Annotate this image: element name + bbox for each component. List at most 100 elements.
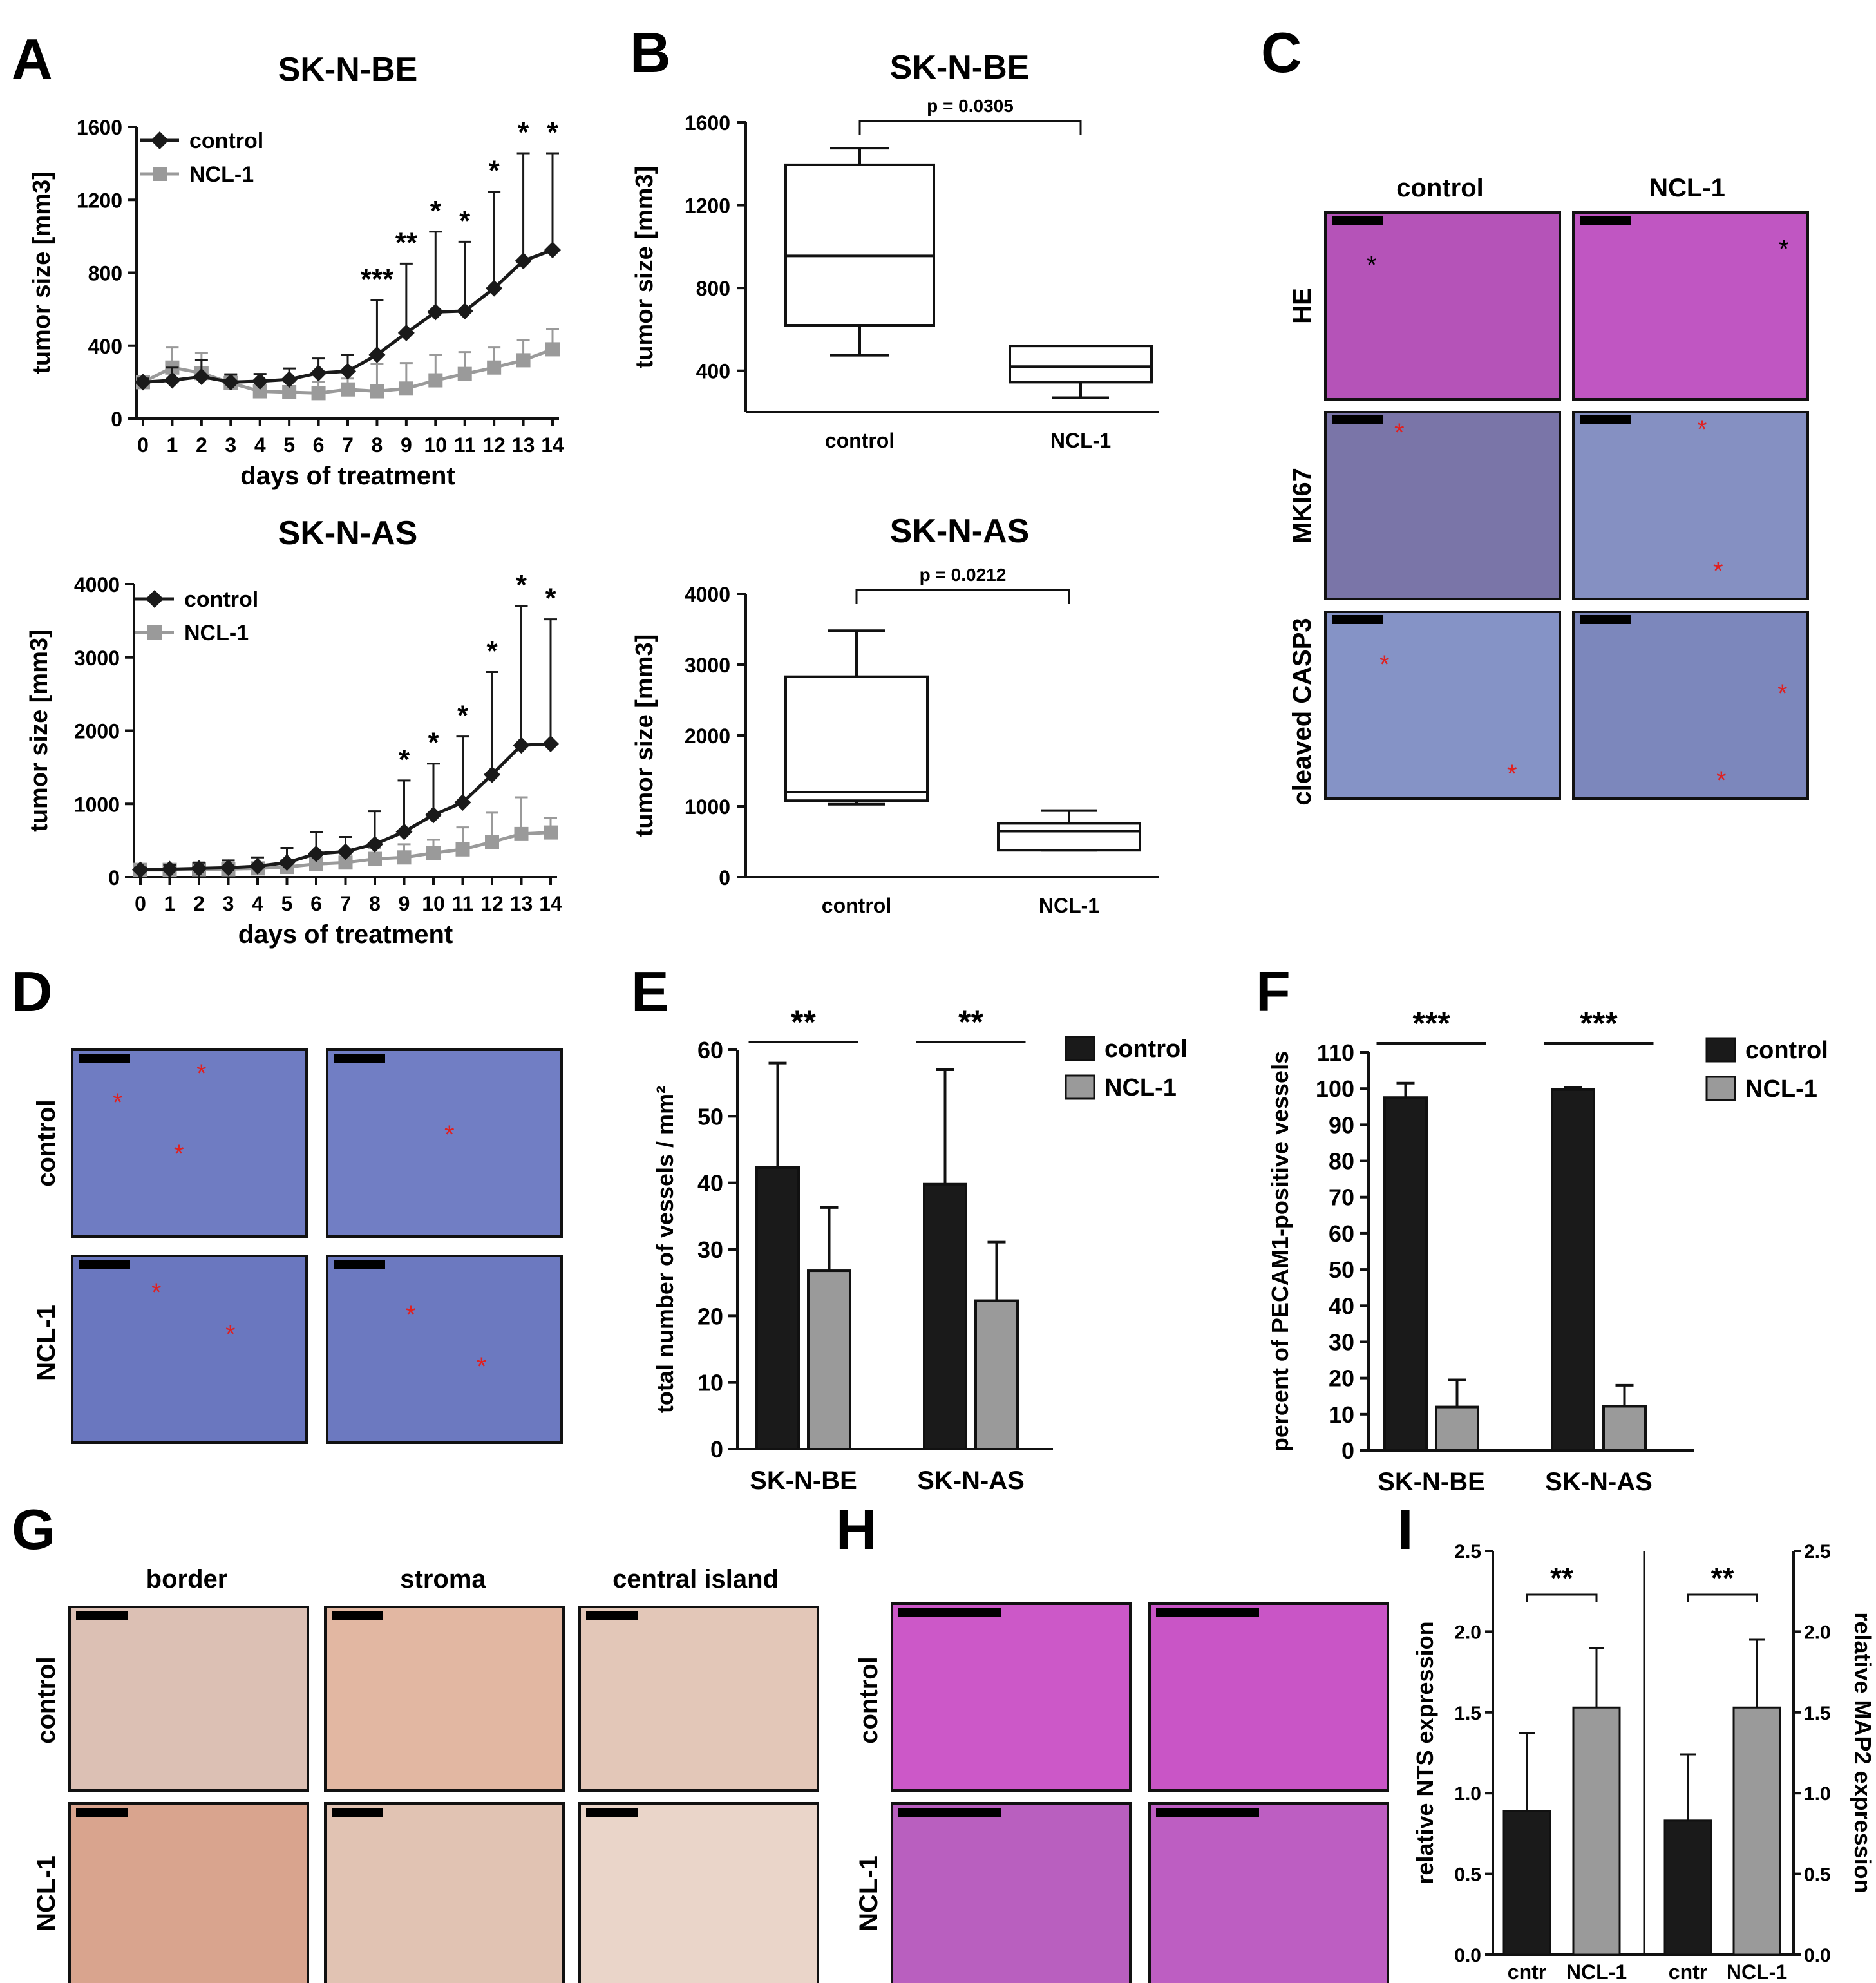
scale-bar xyxy=(332,1808,383,1817)
micrograph-casp3-ncl1 xyxy=(1572,611,1809,800)
row-label-mki67: MKI67 xyxy=(1288,468,1316,544)
legend-swatch-ncl1 xyxy=(1705,1076,1736,1101)
data-point-control xyxy=(161,860,178,878)
data-point-control xyxy=(249,857,266,875)
box-ncl1 xyxy=(997,822,1141,852)
panel-c-micrographs: control NCL-1 HE MKI67 cleaved CASP3 * *… xyxy=(1288,174,1809,806)
panel-letter-A: A xyxy=(12,27,53,91)
asterisk-marker: * xyxy=(113,1088,123,1117)
data-point-ncl1 xyxy=(282,384,297,399)
x-tick-label: SK-N-AS xyxy=(1545,1468,1653,1496)
y-tick-label: 20 xyxy=(1329,1365,1354,1392)
data-point-ncl1 xyxy=(397,850,412,865)
y-axis-label: tumor size [mm3] xyxy=(28,171,55,374)
x-tick-label: 4 xyxy=(252,892,263,915)
asterisk-marker: * xyxy=(225,1320,236,1349)
x-tick-label: 2 xyxy=(193,892,205,915)
col-label-central-island: central island xyxy=(612,1565,779,1593)
asterisk-marker: * xyxy=(1394,419,1405,447)
micrograph-mki67-ncl1 xyxy=(1572,411,1809,600)
significance-bracket xyxy=(1687,1593,1758,1602)
legend-label-ncl1: NCL-1 xyxy=(1104,1074,1177,1101)
x-tick-label: NCL-1 xyxy=(1050,429,1111,452)
y-tick-label-left: 0.5 xyxy=(1454,1864,1481,1886)
data-point-control xyxy=(339,363,356,380)
y-tick-label: 100 xyxy=(1316,1076,1354,1102)
chart-sk-n-be-boxplot: SK-N-BE 400 800 1200 1600 tumor size [mm3] con… xyxy=(631,49,1159,452)
legend-swatch-control xyxy=(1065,1036,1095,1061)
scale-bar xyxy=(1580,415,1631,424)
legend-label-ncl1: NCL-1 xyxy=(189,162,254,187)
y-tick-label-left: 1.5 xyxy=(1454,1703,1481,1724)
x-tick-label: cntr xyxy=(1669,1960,1707,1983)
y-tick-label-right: 1.0 xyxy=(1804,1783,1831,1805)
scale-bar xyxy=(79,1054,130,1063)
micrograph-g-stroma-control xyxy=(324,1606,565,1792)
data-point-control xyxy=(193,368,210,385)
y-tick-label: 0 xyxy=(111,408,122,431)
x-tick-label: 8 xyxy=(372,433,383,457)
data-point-ncl1 xyxy=(545,342,560,357)
micrograph-d-ncl1-2 xyxy=(326,1255,563,1444)
panel-g-micrographs: border stroma central island control NCL… xyxy=(32,1565,819,1983)
x-tick-label: 9 xyxy=(401,433,412,457)
asterisk-marker: * xyxy=(174,1140,184,1168)
x-tick-label: control xyxy=(825,429,895,452)
y-tick-label: 400 xyxy=(88,335,122,358)
y-tick-label: 60 xyxy=(697,1037,723,1063)
data-point-ncl1 xyxy=(341,382,355,397)
x-tick-label: 11 xyxy=(454,433,476,457)
scale-bar xyxy=(1580,615,1631,624)
data-point-ncl1 xyxy=(428,373,443,388)
micrograph-h-ncl1-2 xyxy=(1148,1802,1389,1983)
scale-bar xyxy=(1332,216,1383,225)
col-label-border: border xyxy=(146,1565,228,1593)
scale-bar xyxy=(586,1808,638,1817)
data-point-control xyxy=(397,324,415,341)
significance-marker: * xyxy=(459,205,471,236)
col-label-ncl1: NCL-1 xyxy=(1649,174,1725,202)
panel-letter-G: G xyxy=(12,1497,55,1561)
data-point-ncl1 xyxy=(338,855,353,870)
data-point-ncl1 xyxy=(487,360,502,375)
x-tick-label: 7 xyxy=(340,892,352,915)
asterisk-marker: * xyxy=(444,1121,455,1149)
asterisk-marker: * xyxy=(1716,766,1727,795)
y-axis-label: tumor size [mm3] xyxy=(26,629,53,832)
col-label-control: control xyxy=(1396,174,1484,202)
scale-bar xyxy=(586,1611,638,1620)
y-tick-label-right: 0.5 xyxy=(1804,1864,1831,1886)
x-tick-label: 9 xyxy=(399,892,410,915)
asterisk-marker: * xyxy=(1697,415,1707,444)
y-tick-label: 110 xyxy=(1317,1039,1354,1066)
y-tick-label: 3000 xyxy=(74,647,120,670)
panel-letter-F: F xyxy=(1256,960,1291,1023)
y-tick-label: 80 xyxy=(1329,1148,1354,1175)
significance-marker: * xyxy=(428,727,439,759)
row-label-ncl1: NCL-1 xyxy=(32,1855,61,1931)
panel-h-micrographs: control NCL-1 xyxy=(855,1602,1389,1983)
y-tick-label: 800 xyxy=(88,262,122,285)
significance-marker: * xyxy=(457,700,469,732)
scale-bar xyxy=(1332,415,1383,424)
box-ncl1 xyxy=(1009,345,1153,384)
y-tick-label: 40 xyxy=(697,1170,723,1197)
y-tick-label: 0 xyxy=(710,1436,723,1463)
asterisk-marker: * xyxy=(196,1059,207,1088)
significance-marker: * xyxy=(545,583,556,614)
asterisk-marker: * xyxy=(1713,557,1723,585)
x-tick-label: 3 xyxy=(223,892,234,915)
scale-bar xyxy=(76,1611,128,1620)
significance-marker: * xyxy=(547,117,558,148)
y-tick-label: 40 xyxy=(1329,1293,1354,1319)
bar-ncl1 xyxy=(1572,1706,1621,1956)
y-tick-label: 30 xyxy=(697,1237,723,1263)
x-tick-label: 2 xyxy=(196,433,207,457)
y-tick-label: 1200 xyxy=(685,195,730,218)
data-point-control xyxy=(484,766,500,783)
data-point-control xyxy=(281,371,298,388)
asterisk-marker: * xyxy=(406,1301,416,1329)
col-label-stroma: stroma xyxy=(400,1565,486,1593)
scale-bar xyxy=(898,1808,1001,1817)
